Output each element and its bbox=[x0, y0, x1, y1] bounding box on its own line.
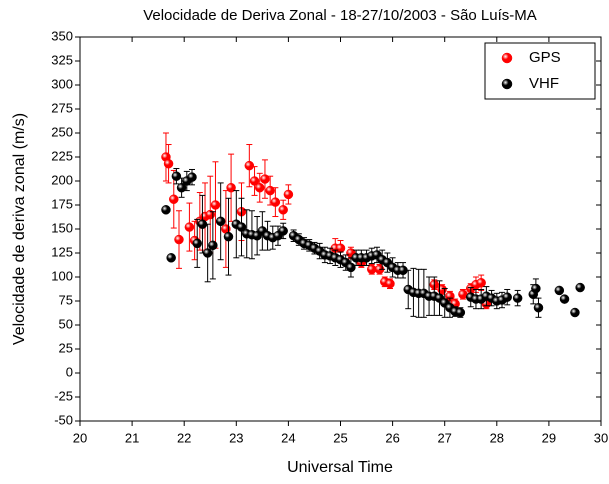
point bbox=[270, 197, 281, 207]
legend-marker bbox=[501, 78, 513, 90]
legend-marker bbox=[501, 52, 513, 64]
chart-title: Velocidade de Deriva Zonal - 18-27/10/20… bbox=[143, 7, 537, 24]
point bbox=[533, 302, 544, 313]
x-tick-label: 26 bbox=[385, 430, 399, 445]
point bbox=[187, 172, 197, 182]
y-tick-label: -50 bbox=[54, 412, 73, 427]
x-tick-label: 28 bbox=[490, 430, 504, 445]
y-tick-label: 325 bbox=[51, 52, 73, 67]
point bbox=[171, 171, 182, 181]
point bbox=[502, 292, 512, 302]
x-tick-label: 22 bbox=[177, 430, 191, 445]
point bbox=[210, 200, 221, 210]
point bbox=[385, 278, 395, 289]
point bbox=[278, 226, 288, 236]
point bbox=[174, 234, 184, 245]
y-tick-label: -25 bbox=[54, 388, 73, 403]
x-axis-title: Universal Time bbox=[287, 459, 393, 476]
point bbox=[166, 253, 176, 263]
point bbox=[223, 231, 234, 242]
legend-label: GPS bbox=[529, 49, 561, 66]
point bbox=[575, 282, 585, 293]
x-tick-label: 23 bbox=[229, 430, 243, 445]
point bbox=[226, 182, 236, 193]
point bbox=[215, 216, 226, 227]
point bbox=[202, 248, 213, 258]
y-tick-label: 275 bbox=[51, 100, 73, 115]
y-tick-label: 75 bbox=[59, 292, 73, 307]
point bbox=[335, 243, 346, 253]
legend-box bbox=[484, 42, 596, 100]
point bbox=[531, 283, 541, 294]
x-tick-label: 20 bbox=[73, 430, 87, 445]
point bbox=[249, 176, 260, 186]
point bbox=[161, 205, 171, 215]
point bbox=[260, 174, 270, 184]
y-tick-label: 125 bbox=[51, 244, 73, 259]
point bbox=[554, 285, 565, 296]
point bbox=[236, 222, 247, 232]
y-tick-label: 200 bbox=[51, 172, 73, 187]
point bbox=[208, 240, 218, 251]
point bbox=[346, 262, 356, 273]
point bbox=[437, 284, 447, 295]
y-tick-label: 100 bbox=[51, 268, 73, 283]
y-tick-label: 225 bbox=[51, 148, 73, 163]
x-tick-label: 21 bbox=[125, 430, 139, 445]
x-tick-label: 27 bbox=[437, 430, 451, 445]
point bbox=[455, 307, 466, 318]
point bbox=[254, 182, 265, 193]
point bbox=[512, 293, 523, 303]
point bbox=[163, 158, 174, 169]
y-tick-label: 350 bbox=[51, 28, 73, 43]
point bbox=[398, 265, 408, 276]
y-axis-title: Velocidade de deriva zonal (m/s) bbox=[11, 113, 28, 345]
point bbox=[283, 189, 294, 200]
point bbox=[570, 307, 580, 318]
legend-label: VHF bbox=[529, 75, 559, 92]
y-tick-label: 250 bbox=[51, 124, 73, 139]
point bbox=[278, 205, 288, 215]
y-tick-label: 25 bbox=[59, 340, 73, 355]
point bbox=[176, 182, 187, 193]
point bbox=[244, 160, 255, 171]
y-tick-label: 150 bbox=[51, 220, 73, 235]
point bbox=[476, 278, 486, 288]
point bbox=[559, 294, 570, 304]
point bbox=[192, 238, 202, 249]
point bbox=[197, 219, 208, 229]
x-tick-label: 25 bbox=[333, 430, 347, 445]
y-tick-label: 300 bbox=[51, 76, 73, 91]
point bbox=[265, 185, 275, 196]
y-tick-label: 0 bbox=[66, 364, 73, 379]
x-tick-label: 30 bbox=[594, 430, 608, 445]
point bbox=[184, 222, 195, 232]
y-tick-label: 175 bbox=[51, 196, 73, 211]
point bbox=[169, 194, 179, 204]
y-tick-label: 50 bbox=[59, 316, 73, 331]
x-tick-label: 29 bbox=[542, 430, 556, 445]
x-tick-label: 24 bbox=[281, 430, 295, 445]
